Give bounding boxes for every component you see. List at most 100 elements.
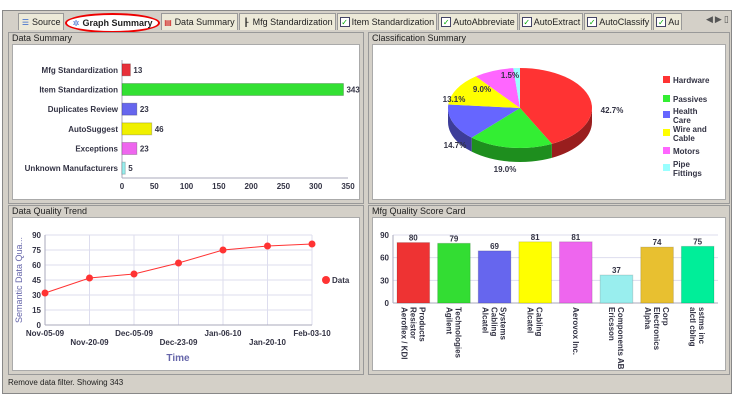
tab-mfg-standardization[interactable]: ┠ Mfg Standardization bbox=[238, 13, 336, 30]
y-tick-label: 90 bbox=[32, 231, 41, 240]
panel-title: Mfg Quality Score Card bbox=[372, 206, 466, 216]
bar bbox=[121, 142, 138, 155]
x-tick-label: 300 bbox=[309, 182, 323, 191]
category-label-line: alctl cblng bbox=[688, 307, 697, 347]
graph-icon: ✲ bbox=[72, 18, 80, 28]
status-bar: Remove data filter. Showing 343 bbox=[8, 378, 728, 390]
tab-label: Data Summary bbox=[174, 17, 235, 27]
y-tick-label: 0 bbox=[385, 299, 390, 308]
legend-label: Passives bbox=[673, 95, 708, 104]
check-icon: ✓ bbox=[587, 17, 598, 27]
data-point bbox=[264, 242, 271, 250]
category-label-line: Products bbox=[417, 307, 426, 342]
category-label-line: Aerovox Inc. bbox=[571, 307, 580, 355]
slice-label: 42.7% bbox=[601, 106, 624, 115]
tab-source[interactable]: ☰ Source bbox=[18, 13, 64, 30]
y-axis-title: Semantic Data Qua... bbox=[14, 237, 24, 323]
value-label: 74 bbox=[653, 238, 662, 247]
category-label: AutoSuggest bbox=[68, 125, 118, 134]
x-tick-label: 100 bbox=[180, 182, 194, 191]
bar bbox=[121, 102, 138, 116]
legend-swatch bbox=[663, 76, 670, 83]
data-point bbox=[219, 246, 227, 254]
tab-label: Graph Summary bbox=[82, 18, 153, 28]
pie-slice-side bbox=[551, 108, 592, 158]
pie-slice bbox=[448, 76, 520, 108]
x-tick-label: 350 bbox=[341, 182, 355, 191]
bar bbox=[121, 83, 344, 96]
legend-swatch bbox=[663, 147, 670, 154]
tab-label: AutoClassify bbox=[599, 17, 650, 27]
data-summary-panel: Data Summary bbox=[8, 32, 364, 204]
category-label-line: Components AB bbox=[616, 307, 625, 370]
category-label-line: Systems bbox=[499, 307, 508, 340]
tab-label: AutoExtract bbox=[533, 17, 581, 27]
tab-autoabbreviate[interactable]: ✓ AutoAbbreviate bbox=[438, 13, 518, 30]
bar bbox=[599, 274, 634, 304]
value-label: 75 bbox=[693, 237, 702, 246]
category-label-line: Alpha bbox=[643, 307, 652, 330]
category-label-line: Corp bbox=[661, 307, 670, 326]
category-label: AgilentTechnologies bbox=[444, 307, 462, 359]
panel-title: Data Quality Trend bbox=[12, 206, 88, 216]
bar bbox=[437, 242, 471, 304]
tab-data-summary[interactable]: ▤ Data Summary bbox=[160, 13, 238, 30]
data-point bbox=[86, 274, 93, 282]
list-icon: ☰ bbox=[21, 17, 30, 27]
bar bbox=[121, 122, 153, 136]
data-summary-icon: ▤ bbox=[164, 17, 172, 27]
legend-label: Data bbox=[332, 276, 350, 285]
category-label-line: Cabling bbox=[490, 307, 499, 336]
slice-label: 14.7% bbox=[444, 141, 467, 150]
category-label-line: Technologies bbox=[453, 307, 462, 359]
tab-label: AutoAbbreviate bbox=[453, 17, 515, 27]
y-tick-label: 30 bbox=[380, 276, 389, 285]
category-label: Duplicates Review bbox=[48, 105, 119, 114]
data-point bbox=[41, 289, 49, 297]
bar bbox=[121, 63, 131, 77]
slice-label: 19.0% bbox=[494, 165, 517, 174]
value-label: 23 bbox=[140, 145, 149, 154]
tab-scroll-controls[interactable]: ◀▶▯ bbox=[706, 15, 731, 25]
tab-autoextract[interactable]: ✓ AutoExtract bbox=[518, 13, 584, 30]
pie-slice bbox=[448, 104, 520, 138]
x-axis-title: Time bbox=[166, 353, 190, 364]
y-tick-label: 45 bbox=[32, 276, 41, 285]
mfg-quality-scorecard-panel: Mfg Quality Score Card bbox=[368, 205, 730, 375]
y-tick-label: 90 bbox=[380, 231, 389, 240]
category-label: AlcatelCabling bbox=[526, 307, 544, 336]
category-label: AlphaElectronicsCorp bbox=[643, 307, 670, 351]
x-tick-label: Nov-20-09 bbox=[70, 338, 109, 347]
tab-au[interactable]: ✓ Au bbox=[653, 13, 683, 30]
value-label: 46 bbox=[155, 125, 164, 134]
x-tick-label: Dec-05-09 bbox=[115, 329, 153, 338]
legend-swatch bbox=[663, 164, 670, 171]
legend-line: Care bbox=[673, 116, 691, 125]
legend-swatch bbox=[663, 95, 670, 102]
slice-label: 13.1% bbox=[443, 95, 466, 104]
data-quality-trend-panel: Data Quality Trend bbox=[8, 205, 364, 375]
category-label-line: Electronics bbox=[652, 307, 661, 351]
legend-line: Cable bbox=[673, 134, 695, 143]
value-label: 80 bbox=[409, 234, 418, 243]
y-tick-label: 60 bbox=[380, 254, 389, 263]
x-tick-label: 0 bbox=[120, 182, 125, 191]
tab-autoclassify[interactable]: ✓ AutoClassify bbox=[584, 13, 653, 30]
check-icon: ✓ bbox=[521, 17, 532, 27]
value-label: 81 bbox=[571, 233, 580, 242]
x-tick-label: 50 bbox=[150, 182, 159, 191]
tree-icon: ┠ bbox=[243, 17, 249, 27]
y-tick-label: 0 bbox=[37, 321, 42, 330]
y-tick-label: 30 bbox=[32, 291, 41, 300]
legend-line: Pipe bbox=[673, 160, 690, 169]
slice-label: 9.0% bbox=[473, 85, 491, 94]
value-label: 79 bbox=[449, 234, 458, 243]
y-tick-label: 60 bbox=[32, 261, 41, 270]
data-point bbox=[175, 259, 182, 267]
value-label: 13 bbox=[133, 66, 142, 75]
value-label: 81 bbox=[531, 233, 540, 242]
value-label: 5 bbox=[128, 164, 133, 173]
y-tick-label: 15 bbox=[32, 306, 41, 315]
bar bbox=[477, 250, 512, 304]
tab-item-standardization[interactable]: ✓ Item Standardization bbox=[336, 13, 438, 30]
